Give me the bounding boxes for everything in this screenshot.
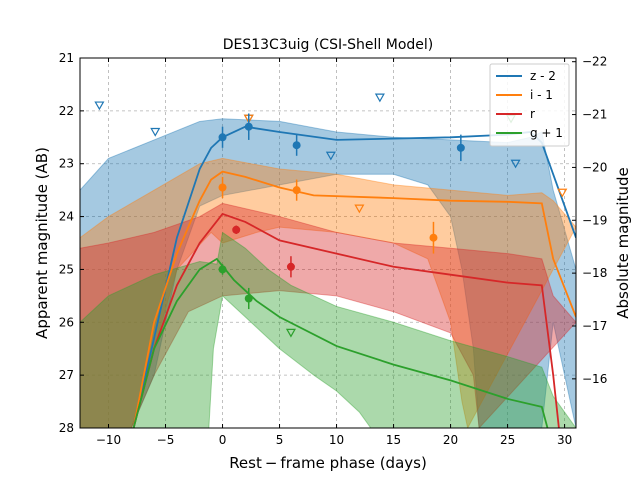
upper-limit-marker [354, 204, 365, 214]
y-tick-label: 27 [59, 368, 74, 382]
x-tick-label: −5 [157, 433, 175, 447]
data-point [244, 294, 253, 303]
y2-tick-label: −17 [582, 319, 607, 333]
y-tick-label: 26 [59, 315, 74, 329]
x-tick-label: 15 [386, 433, 401, 447]
x-tick-label: 25 [500, 433, 515, 447]
upper-limit-marker [510, 159, 521, 169]
data-point [218, 265, 227, 274]
y2-tick-label: −16 [582, 372, 607, 386]
model-line-r [132, 212, 560, 428]
model-line-i-1 [132, 170, 576, 428]
band-i-1 [80, 157, 576, 428]
y-tick-label: 23 [59, 157, 74, 171]
chart-title: DES13C3uig (CSI-Shell Model) [223, 37, 434, 53]
upper-limit-marker [557, 188, 568, 198]
upper-limit-marker [285, 328, 296, 338]
plot-frame [79, 57, 577, 429]
y2-tick-label: −18 [582, 266, 607, 280]
y-tick-label: 25 [59, 262, 74, 276]
legend: z - 2 i - 1 r g + 1 [489, 63, 570, 147]
x-tick-label: 10 [329, 433, 344, 447]
x-axis-label: Rest − frame phase (days) [229, 454, 427, 472]
y2-tick-label: −21 [582, 108, 607, 122]
data-point [286, 262, 295, 271]
band-z-2 [80, 118, 576, 428]
x-tick-label: 30 [557, 433, 572, 447]
upper-limit-marker [94, 101, 105, 111]
x-tick-label: 20 [443, 433, 458, 447]
y-tick-label: 21 [59, 51, 74, 65]
data-points [218, 113, 465, 310]
y2-tick-label: −19 [582, 213, 607, 227]
band-r [80, 202, 576, 428]
data-point [292, 141, 301, 150]
y2-tick-label: −22 [582, 55, 607, 69]
x-tick-label: −10 [96, 433, 121, 447]
upper-limit-marker [374, 93, 385, 103]
legend-label: g + 1 [530, 126, 563, 140]
y2-tick-label: −20 [582, 160, 607, 174]
y2-axis-label: Absolute magnitude [614, 167, 632, 318]
data-point [456, 143, 465, 152]
upper-limit-marker [325, 151, 336, 161]
y-tick-label: 22 [59, 104, 74, 118]
legend-label: z - 2 [530, 69, 556, 83]
data-point [429, 233, 438, 242]
band-g-1 [80, 231, 576, 428]
error-bands [80, 118, 576, 428]
data-point [244, 122, 253, 131]
x-tick-label: 0 [219, 433, 227, 447]
legend-label: r [530, 107, 535, 121]
data-point [218, 183, 227, 192]
y-axis-label: Apparent magnitude (AB) [33, 147, 51, 339]
data-point [292, 186, 301, 195]
legend-label: i - 1 [530, 88, 553, 102]
y-tick-label: 28 [59, 421, 74, 435]
data-point [218, 133, 227, 142]
legend-box [489, 63, 570, 147]
model-line-g-1 [132, 257, 549, 428]
y-tick-label: 24 [59, 210, 74, 224]
upper-limit-marker [150, 127, 161, 137]
axis-ticks: −10 −5 0 5 10 15 20 25 30 21 22 23 24 25 26 27 28 −16 −17 −… [59, 51, 608, 447]
data-point [232, 225, 241, 234]
x-tick-label: 5 [276, 433, 284, 447]
